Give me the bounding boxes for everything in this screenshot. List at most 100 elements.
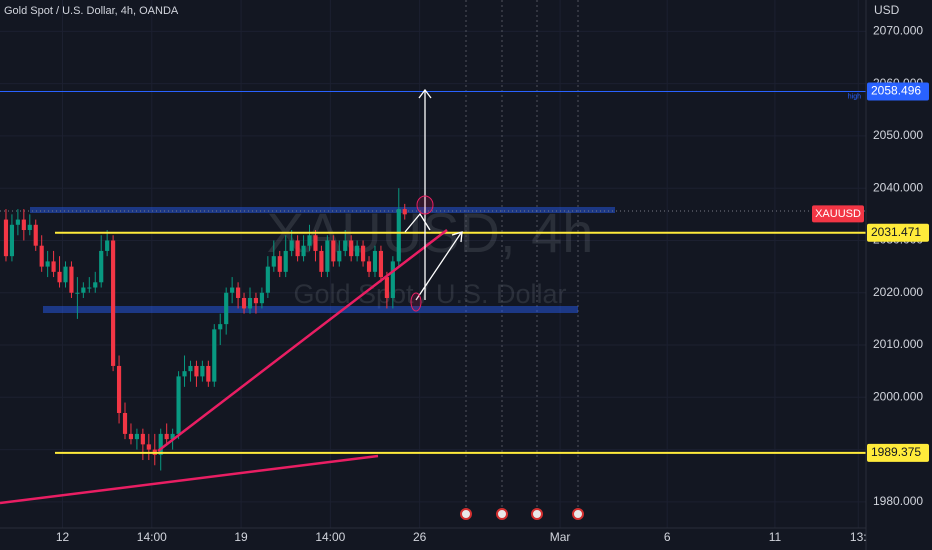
trend-line <box>0 454 379 505</box>
x-tick-label: 12 <box>56 530 70 544</box>
candle-body <box>194 365 199 377</box>
candle-body <box>134 433 139 440</box>
candle-body <box>128 433 134 440</box>
candle-body <box>236 287 241 298</box>
candle-body <box>372 250 378 272</box>
candle-body <box>99 250 104 283</box>
candle-body <box>122 412 128 434</box>
candle-body <box>384 277 389 298</box>
candle-body <box>57 271 62 283</box>
candle-body <box>158 433 163 455</box>
candle-body <box>200 365 205 377</box>
candle-body <box>402 209 407 215</box>
candle-body <box>390 261 395 298</box>
y-tick-label: 2010.000 <box>873 337 923 351</box>
candle-body <box>289 240 294 251</box>
event-icon[interactable] <box>531 508 543 520</box>
candle-body <box>140 433 145 445</box>
candle-body <box>349 240 354 257</box>
candle-body <box>218 324 223 330</box>
x-tick-label: 26 <box>413 530 427 544</box>
x-tick-label: Mar <box>550 530 571 544</box>
candle-body <box>301 245 306 257</box>
y-tick-label: 2070.000 <box>873 24 923 38</box>
symbol-tag-text: XAUUSD <box>815 208 861 220</box>
grid <box>0 0 866 528</box>
candle-body <box>111 240 116 366</box>
event-icons[interactable] <box>460 508 584 520</box>
candle-body <box>27 224 32 231</box>
candle-body <box>206 365 211 382</box>
candle-body <box>116 365 122 413</box>
highlight-ellipse <box>416 195 434 215</box>
candle-body <box>325 240 330 272</box>
price-tag-text: 2031.471 <box>871 225 921 239</box>
candle-body <box>343 240 348 251</box>
candle-body <box>378 250 384 278</box>
event-icon[interactable] <box>572 508 584 520</box>
candle-body <box>87 287 92 289</box>
candle-body <box>319 250 324 272</box>
candle-body <box>69 266 74 293</box>
candle-body <box>271 256 276 267</box>
trend-line <box>157 229 448 452</box>
candle-body <box>33 224 38 246</box>
y-tick-label: 2040.000 <box>873 180 923 194</box>
candle-body <box>331 240 336 262</box>
candle-body <box>283 250 288 272</box>
price-tag <box>867 223 929 242</box>
candle-body <box>176 376 181 434</box>
x-tick-label: 11 <box>769 530 782 544</box>
price-tag-text: 1989.375 <box>871 445 921 459</box>
event-icon[interactable] <box>460 508 472 520</box>
candle-body <box>259 292 264 304</box>
y-tick-label: 1980.000 <box>873 494 923 508</box>
event-icon[interactable] <box>496 508 508 520</box>
x-tick-label: 13: <box>850 530 867 544</box>
candle-body <box>337 250 342 262</box>
x-tick-label: 14:00 <box>137 530 167 544</box>
watermark-description: Gold Spot / U.S. Dollar <box>293 279 566 309</box>
candle-body <box>164 433 169 440</box>
y-tick-label: 2050.000 <box>873 128 923 142</box>
candle-body <box>212 329 217 382</box>
candle-body <box>355 245 360 257</box>
candle-body <box>81 287 86 293</box>
candles <box>3 188 407 471</box>
candle-body <box>307 235 312 246</box>
currency-label: USD <box>874 3 900 17</box>
candle-body <box>313 235 318 251</box>
price-tag <box>867 82 929 101</box>
candle-body <box>188 365 193 372</box>
zone-rect <box>30 207 615 213</box>
candle-body <box>105 240 110 251</box>
price-tag <box>867 443 929 462</box>
candle-body <box>51 261 56 272</box>
candle-body <box>277 256 282 272</box>
candle-body <box>366 261 372 272</box>
candle-body <box>15 219 20 225</box>
price-tag-name: high <box>848 93 861 100</box>
path-line <box>404 212 431 233</box>
y-tick-label: 2020.000 <box>873 285 923 299</box>
candle-body <box>75 292 80 294</box>
candle-body <box>360 245 366 262</box>
candle-body <box>3 219 9 257</box>
candle-body <box>9 224 15 257</box>
x-tick-label: 6 <box>664 530 671 544</box>
y-tick-label: 2000.000 <box>873 389 923 403</box>
chart-title: Gold Spot / U.S. Dollar, 4h, OANDA <box>4 5 179 17</box>
candle-body <box>63 266 68 283</box>
arrow <box>415 232 462 301</box>
candle-body <box>39 245 44 267</box>
candle-body <box>396 209 401 262</box>
candle-body <box>265 266 270 293</box>
zone-rect <box>43 306 578 313</box>
candle-body <box>21 219 26 231</box>
arrow-head <box>451 231 463 243</box>
axes: 2070.0002060.0002050.0002040.0002030.000… <box>56 24 929 544</box>
candle-body <box>295 240 300 257</box>
x-tick-label: 19 <box>234 530 248 544</box>
candle-body <box>224 292 229 325</box>
